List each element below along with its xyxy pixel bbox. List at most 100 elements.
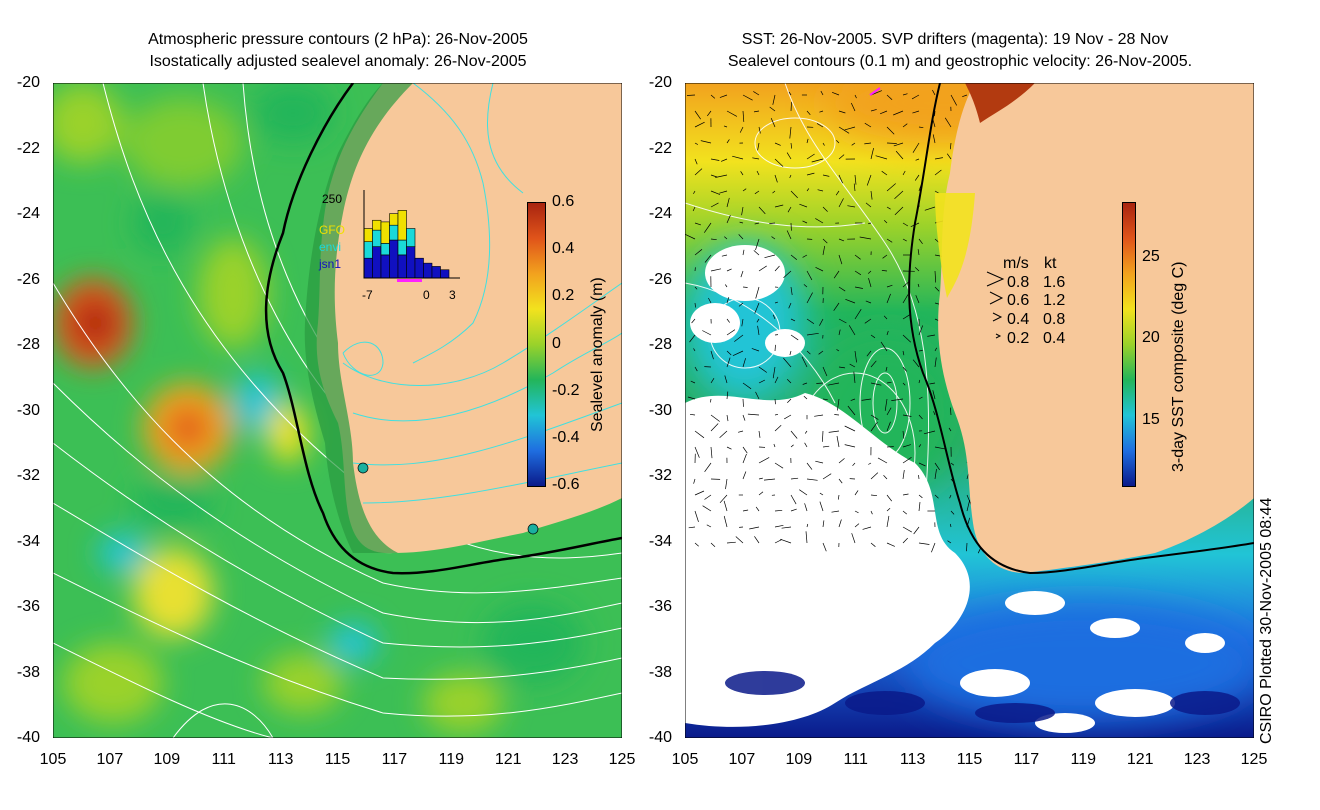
- left-lat-tick: -20: [16, 74, 40, 91]
- histogram-bar: [397, 254, 407, 279]
- right-lat-tick: -24: [648, 205, 672, 222]
- svp-drifter-track: [869, 87, 881, 96]
- pressure-contours: [53, 83, 622, 738]
- left-lon-tick: 117: [381, 751, 408, 768]
- cloud-mask: [685, 245, 1225, 733]
- left-lat-tick: -38: [16, 663, 40, 681]
- left-map: [53, 83, 622, 738]
- right-lat-tick: -26: [648, 270, 672, 288]
- right-lon-tick: 111: [843, 751, 868, 768]
- left-lat-tick: -32: [16, 467, 40, 484]
- velocity-legend-header-ms: m/s: [1003, 255, 1029, 272]
- right-lon-tick: 105: [671, 751, 699, 768]
- left-colorbar-tick: -0.6: [552, 476, 580, 493]
- right-lon-tick: 117: [1013, 751, 1040, 768]
- right-colorbar-tick: 20: [1142, 329, 1160, 346]
- histogram-legend-envi: envi: [319, 240, 342, 254]
- left-lon-tick: 105: [39, 751, 67, 768]
- left-lat-tick: -28: [16, 336, 40, 353]
- australia-landmass-right: [938, 83, 1254, 573]
- right-title-line1: SST: 26-Nov-2005. SVP drifters (magenta)…: [741, 31, 1169, 48]
- right-colorbar-tick: 15: [1142, 411, 1160, 428]
- histogram-ymax: 250: [322, 192, 343, 206]
- histogram-bar: [414, 257, 424, 279]
- histogram-bar: [440, 269, 450, 279]
- histogram-bar: [363, 241, 373, 259]
- right-colorbar-tick: 25: [1142, 248, 1160, 265]
- histogram-bar: [389, 213, 399, 226]
- histogram-legend-jsn1: jsn1: [319, 257, 342, 271]
- right-lat-tick: -38: [648, 663, 672, 681]
- left-colorbar-label: Sealevel anomaly (m): [589, 277, 606, 432]
- histogram-bar: [363, 228, 373, 242]
- histogram-bar: [397, 239, 407, 256]
- histogram-bar: [423, 262, 433, 279]
- histogram-bar: [380, 221, 390, 244]
- tide-station-marker: [527, 523, 539, 535]
- left-lon-tick: 109: [153, 751, 181, 768]
- histogram-bar: [389, 224, 399, 241]
- histogram-xtick-min: -7: [362, 288, 373, 302]
- right-map: [685, 83, 1254, 738]
- left-colorbar-tick: -0.4: [552, 428, 580, 446]
- right-lat-tick: -40: [648, 729, 672, 746]
- left-colorbar-tick: 0.6: [552, 193, 575, 210]
- left-title-line2: Isostatically adjusted sealevel anomaly:…: [149, 53, 527, 70]
- velocity-legend-arrows: [986, 271, 1005, 339]
- left-title-line1: Atmospheric pressure contours (2 hPa): 2…: [148, 31, 528, 48]
- left-lat-tick: -30: [16, 401, 40, 419]
- right-colorbar-label: 3-day SST composite (deg C): [1170, 261, 1187, 472]
- left-lon-tick: 119: [438, 751, 465, 768]
- right-lat-tick: -34: [648, 532, 672, 550]
- right-lat-tick: -36: [648, 598, 672, 615]
- histogram-bar: [389, 239, 399, 279]
- sealevel-contours: [685, 83, 930, 534]
- right-lat-tick: -28: [648, 336, 672, 353]
- histogram-bar: [372, 246, 382, 279]
- left-lon-tick: 115: [324, 751, 351, 768]
- histogram-xtick-max: 3: [449, 288, 456, 302]
- velocity-legend-header-kt: kt: [1044, 255, 1057, 272]
- right-lon-tick: 109: [785, 751, 813, 768]
- left-lon-tick: 121: [494, 751, 522, 768]
- right-lat-tick: -32: [648, 467, 672, 484]
- left-lat-tick: -24: [16, 205, 40, 222]
- right-lon-tick: 107: [728, 751, 756, 768]
- histogram-bar: [406, 246, 416, 279]
- histogram-bar: [380, 254, 390, 279]
- tide-station-marker: [357, 462, 369, 474]
- histogram-bar: [372, 219, 382, 231]
- histogram-legend-gfo: GFO: [319, 223, 345, 237]
- left-lat-tick: -22: [16, 139, 40, 157]
- histogram-xtick-zero: 0: [423, 288, 430, 302]
- left-lon-tick: 107: [96, 751, 124, 768]
- right-lat-tick: -22: [648, 139, 672, 157]
- altimeter-histogram: [363, 190, 460, 282]
- left-lat-tick: -34: [16, 532, 40, 550]
- shelf-edge-contour: [264, 83, 622, 575]
- left-colorbar-tick: 0.2: [552, 287, 575, 305]
- right-lon-tick: 113: [899, 751, 926, 768]
- left-lon-tick: 113: [267, 751, 294, 768]
- right-lon-tick: 123: [1183, 751, 1211, 768]
- right-lon-tick: 125: [1240, 751, 1268, 768]
- histogram-bar: [431, 266, 441, 279]
- left-lon-tick: 123: [551, 751, 579, 768]
- left-colorbar-tick: -0.2: [552, 381, 580, 399]
- right-title-line2: Sealevel contours (0.1 m) and geostrophi…: [727, 53, 1193, 70]
- left-colorbar-tick: 0: [552, 334, 561, 352]
- left-lat-tick: -36: [16, 598, 40, 615]
- right-colorbar: [1122, 202, 1136, 487]
- histogram-bar: [397, 210, 407, 241]
- left-lat-tick: -40: [16, 729, 40, 746]
- shelf-edge-contour-right: [908, 83, 1254, 575]
- right-lon-tick: 115: [956, 751, 983, 768]
- left-colorbar: [527, 202, 546, 487]
- right-lon-tick: 121: [1126, 751, 1154, 768]
- left-lon-tick: 125: [608, 751, 636, 768]
- histogram-bar: [380, 243, 390, 256]
- sealevel-anomaly-field: [53, 83, 583, 733]
- right-lon-tick: 119: [1070, 751, 1097, 768]
- left-lon-tick: 111: [211, 751, 236, 768]
- right-lat-tick: -30: [648, 401, 672, 419]
